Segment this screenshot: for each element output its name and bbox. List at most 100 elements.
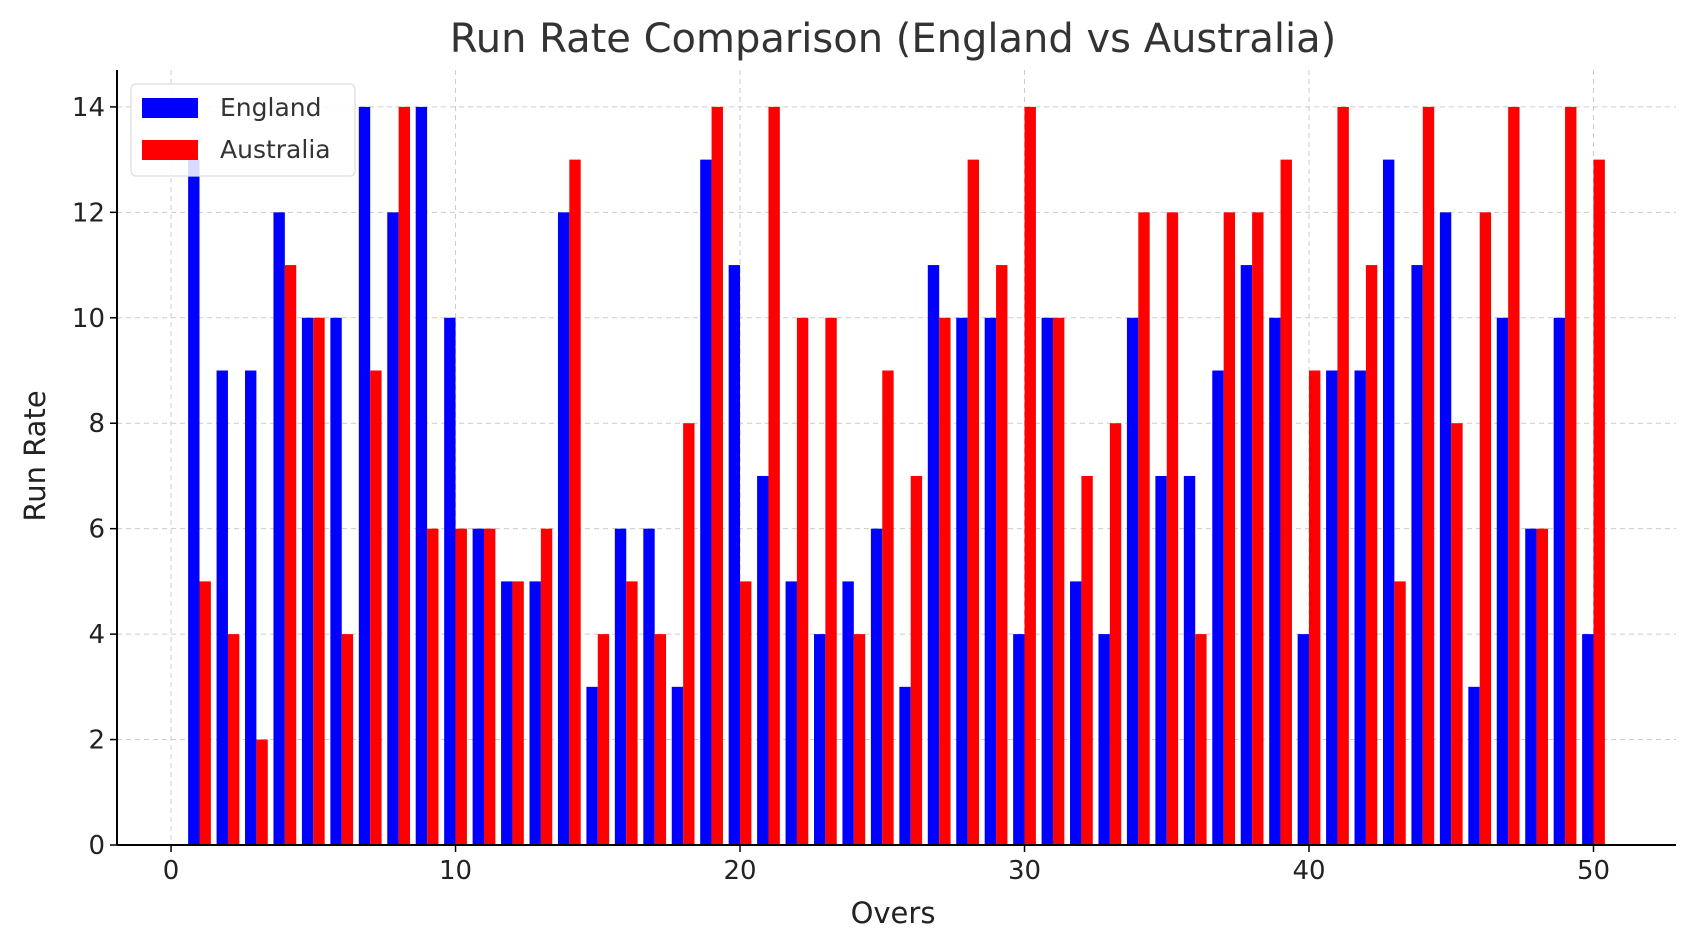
- bar-england-over-47: [1496, 317, 1509, 845]
- bar-england-over-6: [330, 317, 342, 845]
- bar-england-over-4: [273, 212, 285, 846]
- bar-australia-over-33: [1109, 423, 1122, 845]
- bar-australia-over-12: [512, 581, 524, 845]
- y-axis-label: Run Rate: [18, 390, 52, 521]
- bar-australia-over-11: [483, 528, 496, 845]
- bar-australia-over-29: [996, 265, 1008, 846]
- bar-australia-over-44: [1422, 106, 1435, 845]
- bar-australia-over-7: [370, 370, 382, 845]
- bar-england-over-38: [1240, 265, 1253, 846]
- bar-england-over-3: [245, 370, 257, 845]
- bar-australia-over-45: [1451, 423, 1463, 845]
- bar-australia-over-16: [626, 581, 638, 845]
- bar-australia-over-9: [427, 528, 439, 845]
- bar-australia-over-32: [1081, 475, 1093, 845]
- bar-australia-over-41: [1337, 106, 1349, 845]
- bar-australia-over-28: [967, 159, 980, 845]
- bar-england-over-11: [472, 528, 484, 845]
- bar-england-over-32: [1070, 581, 1082, 845]
- x-axis-label: Overs: [851, 896, 936, 930]
- y-tick-label: 0: [88, 831, 105, 861]
- bar-australia-over-4: [284, 265, 297, 846]
- bar-australia-over-20: [740, 581, 752, 845]
- bar-england-over-33: [1098, 634, 1110, 845]
- bar-australia-over-25: [882, 370, 894, 845]
- bar-australia-over-14: [569, 159, 581, 845]
- bar-australia-over-2: [227, 634, 240, 845]
- bar-australia-over-6: [341, 634, 354, 845]
- chart-title: Run Rate Comparison (England vs Australi…: [450, 16, 1337, 62]
- bar-australia-over-3: [256, 739, 268, 845]
- bar-australia-over-38: [1252, 212, 1264, 846]
- bar-australia-over-17: [654, 634, 667, 845]
- bar-england-over-18: [671, 686, 684, 845]
- bar-england-over-27: [927, 265, 940, 846]
- bar-australia-over-23: [825, 317, 837, 845]
- bar-australia-over-49: [1565, 106, 1577, 845]
- bar-england-over-13: [529, 581, 541, 845]
- bar-england-over-9: [415, 106, 428, 845]
- y-tick-label: 2: [88, 726, 105, 756]
- bar-australia-over-15: [597, 634, 610, 845]
- bar-england-over-10: [444, 317, 456, 845]
- x-tick-label: 20: [723, 856, 756, 886]
- x-tick-label: 30: [1008, 856, 1041, 886]
- bar-england-over-22: [785, 581, 797, 845]
- bar-australia-over-22: [796, 317, 809, 845]
- bar-england-over-21: [757, 475, 769, 845]
- bar-australia-over-27: [939, 317, 951, 845]
- bar-england-over-34: [1126, 317, 1139, 845]
- bar-australia-over-31: [1052, 317, 1065, 845]
- legend-swatch-england: [142, 98, 198, 118]
- bar-england-over-43: [1382, 159, 1395, 845]
- bar-england-over-26: [899, 686, 911, 845]
- y-tick-label: 8: [88, 409, 105, 439]
- bar-england-over-49: [1553, 317, 1566, 845]
- bar-australia-over-50: [1593, 159, 1605, 845]
- axes: 0 10 20 30 40 50 0 2 4 6 8 10 12 14: [72, 70, 1676, 886]
- bar-england-over-30: [1013, 634, 1025, 845]
- legend-label-england: England: [220, 93, 322, 122]
- bar-australia-over-10: [455, 528, 467, 845]
- bar-australia-over-35: [1166, 212, 1179, 846]
- x-tick-label: 0: [163, 856, 180, 886]
- bar-england-over-50: [1582, 634, 1594, 845]
- bar-australia-over-46: [1479, 212, 1492, 846]
- bar-australia-over-18: [683, 423, 695, 845]
- bar-england-over-15: [586, 686, 598, 845]
- y-tick-label: 6: [88, 515, 105, 545]
- x-tick-label: 50: [1577, 856, 1610, 886]
- bar-england-over-42: [1354, 370, 1366, 845]
- bar-england-over-48: [1525, 528, 1537, 845]
- bar-england-over-35: [1155, 475, 1167, 845]
- bar-england-over-20: [728, 265, 741, 846]
- bar-england-over-40: [1297, 634, 1310, 845]
- bar-england-over-45: [1439, 212, 1452, 846]
- y-tick-label: 14: [72, 93, 105, 123]
- bar-england-over-14: [557, 212, 570, 846]
- bar-england-over-24: [842, 581, 854, 845]
- bar-england-over-17: [643, 528, 655, 845]
- bar-england-over-16: [614, 528, 627, 845]
- bar-australia-over-24: [853, 634, 866, 845]
- legend-swatch-australia: [142, 140, 198, 160]
- bar-england-over-28: [956, 317, 968, 845]
- bar-australia-over-48: [1536, 528, 1548, 845]
- bar-england-over-31: [1041, 317, 1053, 845]
- y-tick-label: 4: [88, 620, 105, 650]
- bar-australia-over-39: [1280, 159, 1292, 845]
- bar-england-over-44: [1411, 265, 1423, 846]
- bar-england-over-29: [984, 317, 997, 845]
- bar-england-over-1: [188, 159, 200, 845]
- bar-australia-over-26: [910, 475, 923, 845]
- bar-england-over-2: [216, 370, 228, 845]
- bar-england-over-23: [813, 634, 826, 845]
- bar-australia-over-43: [1394, 581, 1406, 845]
- bar-england-over-36: [1183, 475, 1196, 845]
- bar-england-over-7: [358, 106, 371, 845]
- bar-australia-over-8: [398, 106, 411, 845]
- bar-australia-over-1: [199, 581, 211, 845]
- bar-australia-over-40: [1309, 370, 1321, 845]
- bar-australia-over-13: [540, 528, 553, 845]
